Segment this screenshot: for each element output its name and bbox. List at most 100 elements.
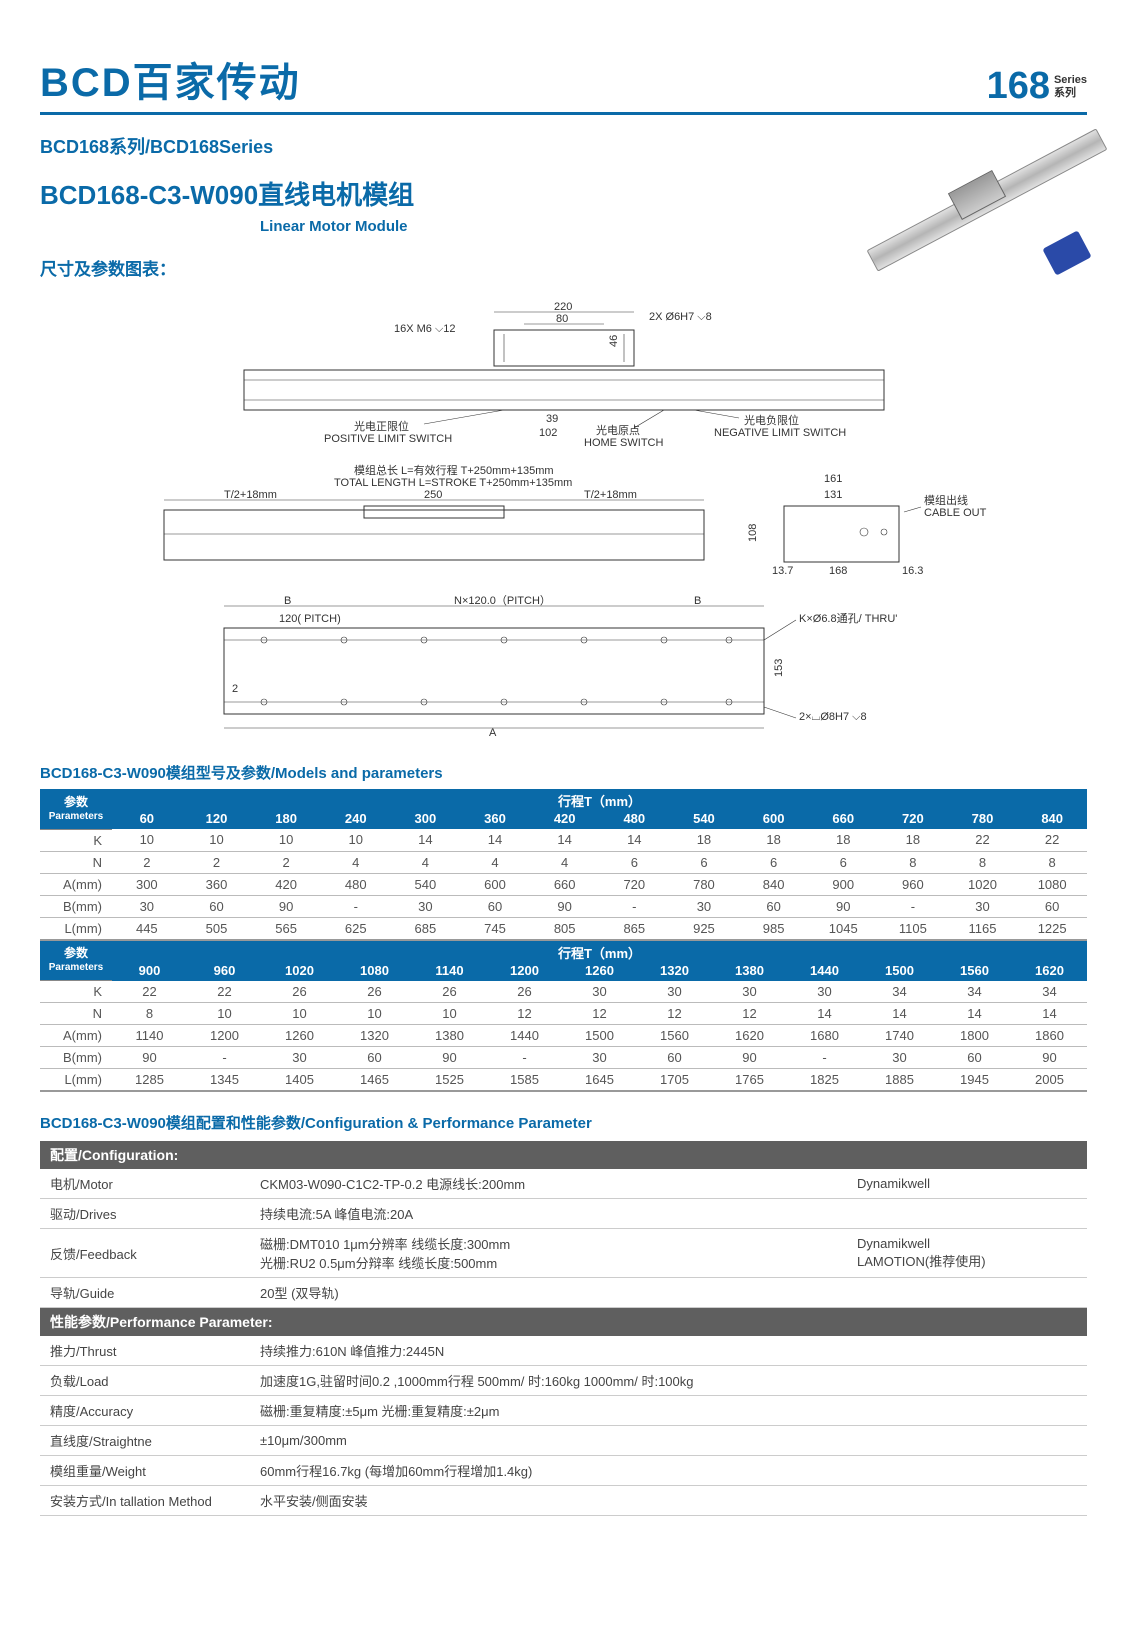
svg-text:光电原点: 光电原点 <box>596 423 640 437</box>
cell: 90 <box>808 895 878 917</box>
model-subtitle: Linear Motor Module <box>260 218 867 235</box>
col-header: 1380 <box>712 962 787 981</box>
svg-text:2: 2 <box>232 683 238 695</box>
cell: 10 <box>262 1003 337 1025</box>
col-header: 180 <box>251 810 321 829</box>
cell: 10 <box>321 829 391 851</box>
svg-text:CABLE OUT: CABLE OUT <box>924 507 987 519</box>
cell: 26 <box>262 981 337 1003</box>
cell: 1525 <box>412 1069 487 1092</box>
cell: 30 <box>562 1047 637 1069</box>
cell: 1465 <box>337 1069 412 1092</box>
cell: 12 <box>487 1003 562 1025</box>
svg-text:16.3: 16.3 <box>902 565 923 577</box>
param-table-block2: 参数 Parameters 行程T（mm） 900960102010801140… <box>40 941 1087 1093</box>
cell: 805 <box>530 917 600 940</box>
cell: 1260 <box>262 1025 337 1047</box>
cell: 1500 <box>562 1025 637 1047</box>
cfg-extra: Dynamikwell LAMOTION(推荐使用) <box>847 1229 1087 1278</box>
svg-text:102: 102 <box>539 427 557 439</box>
cell: 22 <box>1017 829 1087 851</box>
cell: 14 <box>937 1003 1012 1025</box>
cell: 12 <box>562 1003 637 1025</box>
cell: 14 <box>787 1003 862 1025</box>
cell: 2005 <box>1012 1069 1087 1092</box>
cfg-label: 驱动/Drives <box>40 1199 250 1229</box>
cell: 26 <box>337 981 412 1003</box>
dimension-diagrams: 220 80 2X Ø6H7 ⌵8 16X M6 ⌵12 46 39 102 光… <box>40 302 1087 742</box>
param-corner2: 参数 Parameters <box>40 941 112 981</box>
svg-text:光电负限位: 光电负限位 <box>744 413 799 427</box>
cell: 60 <box>460 895 530 917</box>
cell: 1585 <box>487 1069 562 1092</box>
cell: - <box>187 1047 262 1069</box>
cell: 10 <box>182 829 252 851</box>
col-header: 480 <box>599 810 669 829</box>
cell: 90 <box>530 895 600 917</box>
cell: 12 <box>712 1003 787 1025</box>
svg-text:B: B <box>694 595 701 607</box>
col-header: 1020 <box>262 962 337 981</box>
cell: 26 <box>487 981 562 1003</box>
col-header: 360 <box>460 810 530 829</box>
col-header: 1140 <box>412 962 487 981</box>
cfg-label: 推力/Thrust <box>40 1336 250 1366</box>
cfg-label: 反馈/Feedback <box>40 1229 250 1278</box>
cell: 60 <box>739 895 809 917</box>
cell: 1885 <box>862 1069 937 1092</box>
col-header: 1320 <box>637 962 712 981</box>
series-number: 168 <box>987 65 1050 108</box>
cell: 60 <box>637 1047 712 1069</box>
cell: 60 <box>1017 895 1087 917</box>
cell: 90 <box>112 1047 187 1069</box>
cfg-label: 精度/Accuracy <box>40 1396 250 1426</box>
cell: 60 <box>182 895 252 917</box>
cfg-value: 加速度1G,驻留时间0.2 ,1000mm行程 500mm/ 时:160kg 1… <box>250 1366 847 1396</box>
cell: 10 <box>112 829 182 851</box>
cfg-value: CKM03-W090-C1C2-TP-0.2 电源线长:200mm <box>250 1169 847 1199</box>
svg-text:13.7: 13.7 <box>772 565 793 577</box>
cell: 30 <box>112 895 182 917</box>
svg-text:NEGATIVE LIMIT SWITCH: NEGATIVE LIMIT SWITCH <box>714 427 846 439</box>
cell: 1440 <box>487 1025 562 1047</box>
cell: 90 <box>251 895 321 917</box>
col-header: 960 <box>187 962 262 981</box>
cfg-value: 60mm行程16.7kg (每增加60mm行程增加1.4kg) <box>250 1456 847 1486</box>
cell: 505 <box>182 917 252 940</box>
svg-text:T/2+18mm: T/2+18mm <box>224 489 277 501</box>
cfg-value: 持续电流:5A 峰值电流:20A <box>250 1199 847 1229</box>
cell: 1560 <box>637 1025 712 1047</box>
col-header: 420 <box>530 810 600 829</box>
series-badge: 168 Series 系列 <box>987 65 1087 108</box>
cell: 90 <box>712 1047 787 1069</box>
cell: 30 <box>262 1047 337 1069</box>
col-header: 1080 <box>337 962 412 981</box>
cell: 4 <box>530 851 600 873</box>
cell: 6 <box>808 851 878 873</box>
config-table: 配置/Configuration: 电机/MotorCKM03-W090-C1C… <box>40 1141 1087 1516</box>
svg-text:120( PITCH): 120( PITCH) <box>279 613 341 625</box>
cell: 300 <box>112 873 182 895</box>
cfg-value: 水平安装/侧面安装 <box>250 1486 847 1516</box>
cell: 22 <box>187 981 262 1003</box>
svg-text:108: 108 <box>747 524 759 542</box>
cell: 960 <box>878 873 948 895</box>
cfg-extra <box>847 1426 1087 1456</box>
cell: 745 <box>460 917 530 940</box>
cfg-extra <box>847 1336 1087 1366</box>
cell: 26 <box>412 981 487 1003</box>
svg-text:168: 168 <box>829 565 847 577</box>
cfg-label: 模组重量/Weight <box>40 1456 250 1486</box>
cfg-value: 磁栅:DMT010 1μm分辨率 线缆长度:300mm 光栅:RU2 0.5μm… <box>250 1229 847 1278</box>
cfg-extra <box>847 1486 1087 1516</box>
series-cn: 系列 <box>1054 87 1087 99</box>
cell: 14 <box>599 829 669 851</box>
svg-text:POSITIVE LIMIT SWITCH: POSITIVE LIMIT SWITCH <box>324 433 452 445</box>
svg-text:TOTAL LENGTH L=STROKE T+250m: TOTAL LENGTH L=STROKE T+250mm+135mm <box>334 477 572 489</box>
cell: 1045 <box>808 917 878 940</box>
cell: 780 <box>669 873 739 895</box>
col-header: 1500 <box>862 962 937 981</box>
col-header: 300 <box>391 810 461 829</box>
param-table-block1: 参数 Parameters 行程T（mm） 601201802403003604… <box>40 789 1087 941</box>
col-header: 1440 <box>787 962 862 981</box>
